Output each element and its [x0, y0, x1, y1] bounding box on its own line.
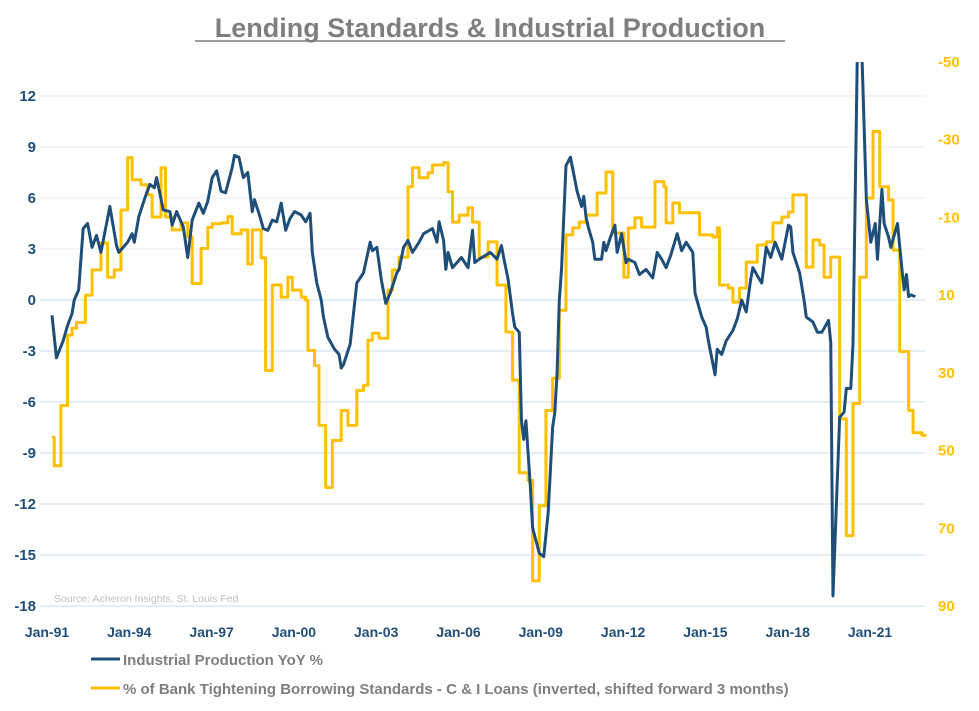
right-tick-label: 30	[938, 365, 955, 382]
legend: Industrial Production YoY % % of Bank Ti…	[91, 652, 789, 698]
series-group	[50, 62, 927, 598]
x-tick-label: Jan-21	[848, 624, 893, 640]
right-tick-label: 50	[938, 443, 955, 460]
right-tick-label: 10	[938, 287, 955, 304]
series-line-industrial-production	[50, 62, 916, 598]
left-tick-label: -15	[14, 547, 36, 564]
left-tick-label: 12	[19, 88, 36, 105]
x-tick-label: Jan-06	[436, 624, 481, 640]
source-note: Source: Acheron Insights, St. Louis Fed	[54, 593, 239, 605]
x-tick-label: Jan-97	[189, 624, 234, 640]
x-tick-label: Jan-09	[519, 624, 564, 640]
x-tick-label: Jan-15	[683, 624, 728, 640]
right-tick-label: 70	[938, 520, 955, 537]
series-line-bank-tightening	[52, 130, 927, 583]
left-axis-tick-labels: 12 9 6 3 0 -3 -6 -9 -12 -15 -18	[14, 88, 36, 615]
gridlines	[40, 95, 925, 607]
left-tick-label: -9	[23, 445, 36, 462]
x-tick-label: Jan-94	[107, 624, 152, 640]
chart-title-group: Lending Standards & Industrial Productio…	[195, 13, 785, 43]
right-tick-label: -50	[938, 54, 960, 71]
left-tick-label: 0	[28, 292, 36, 309]
legend-item-industrial-production: Industrial Production YoY %	[91, 652, 323, 669]
left-tick-label: -18	[14, 598, 36, 615]
left-tick-label: 9	[28, 139, 36, 156]
right-tick-label: -30	[938, 132, 960, 149]
x-tick-label: Jan-12	[601, 624, 646, 640]
x-tick-label: Jan-03	[354, 624, 399, 640]
right-tick-label: 90	[938, 598, 955, 615]
legend-label: % of Bank Tightening Borrowing Standards…	[123, 681, 789, 698]
chart-title: Lending Standards & Industrial Productio…	[215, 13, 766, 43]
left-tick-label: -3	[23, 343, 36, 360]
left-tick-label: -6	[23, 394, 36, 411]
legend-label: Industrial Production YoY %	[123, 652, 323, 669]
left-tick-label: -12	[14, 496, 36, 513]
x-tick-label: Jan-91	[25, 624, 70, 640]
x-axis-tick-labels: Jan-91 Jan-94 Jan-97 Jan-00 Jan-03 Jan-06 Jan-…	[25, 624, 893, 640]
x-tick-label: Jan-00	[272, 624, 317, 640]
legend-item-bank-tightening: % of Bank Tightening Borrowing Standards…	[91, 681, 789, 698]
right-axis-tick-labels: -50 -30 -10 10 30 50 70 90	[938, 54, 960, 615]
right-tick-label: -10	[938, 209, 960, 226]
left-tick-label: 6	[28, 190, 36, 207]
left-tick-label: 3	[28, 241, 36, 258]
x-tick-label: Jan-18	[766, 624, 811, 640]
